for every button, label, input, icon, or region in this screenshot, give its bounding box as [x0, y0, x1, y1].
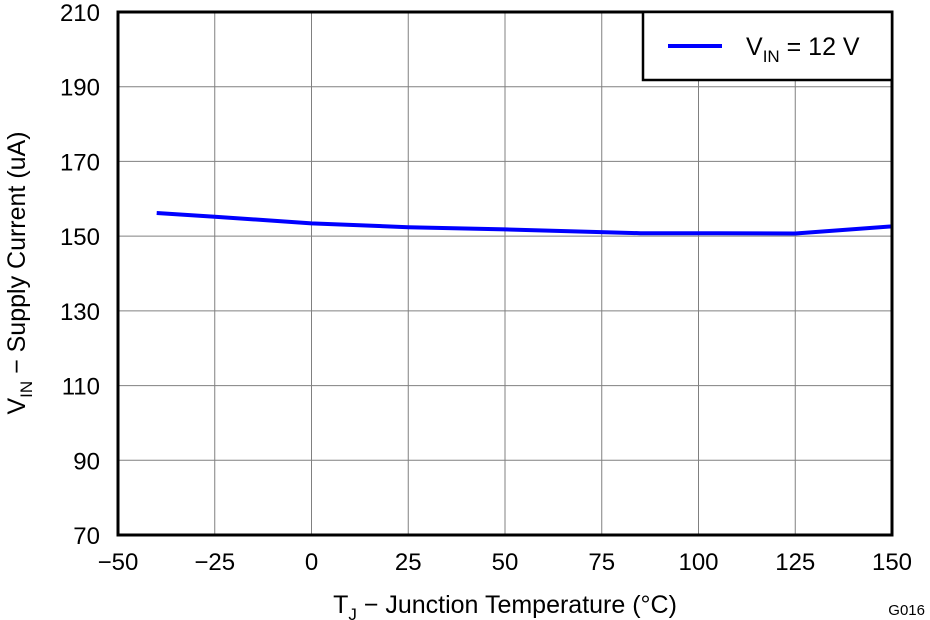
x-tick-label: 50 — [492, 549, 519, 576]
y-axis-label: VIN − Supply Current (uA) — [3, 131, 36, 414]
legend-label-rest: = 12 V — [780, 33, 860, 61]
x-tick-label: 125 — [775, 549, 815, 576]
x-tick-label: 100 — [678, 549, 718, 576]
series-layer — [156, 211, 893, 236]
x-tick-label: 150 — [872, 549, 912, 576]
x-tick-label: 0 — [305, 549, 318, 576]
series-line-1 — [156, 211, 893, 236]
y-tick-label: 190 — [60, 75, 100, 102]
y-axis-label-rest: − Supply Current (uA) — [3, 131, 31, 380]
x-axis-label-main: T — [333, 591, 348, 619]
grid-lines — [117, 11, 893, 536]
y-axis-label-subscript: IN — [17, 381, 36, 398]
y-tick-label: 210 — [60, 0, 100, 27]
x-tick-label: 25 — [395, 549, 422, 576]
x-axis-label-rest: − Junction Temperature (°C) — [357, 591, 677, 619]
x-axis-label: TJ − Junction Temperature (°C) — [333, 591, 677, 620]
y-tick-label: 130 — [60, 299, 100, 326]
y-tick-label: 90 — [73, 448, 100, 475]
y-tick-label: 70 — [73, 523, 100, 550]
y-axis-label-main: V — [3, 398, 31, 415]
x-tick-label: −50 — [98, 549, 139, 576]
legend: VIN = 12 V — [641, 10, 894, 82]
y-tick-labels: 70 90 110 130 150 170 190 210 — [60, 0, 100, 550]
legend-label-series-1: VIN = 12 V — [746, 33, 860, 66]
y-tick-label: 110 — [62, 374, 100, 401]
plot-frame — [116, 10, 894, 537]
x-tick-label: 75 — [588, 549, 615, 576]
x-tick-label: −25 — [194, 549, 235, 576]
x-axis-label-subscript: J — [348, 605, 357, 620]
y-tick-label: 170 — [60, 149, 100, 176]
legend-label-main: V — [746, 33, 763, 61]
legend-label-subscript: IN — [763, 47, 780, 66]
y-tick-label: 150 — [60, 224, 100, 251]
figure-code: G016 — [888, 602, 925, 619]
x-tick-labels: −50 −25 0 25 50 75 100 125 150 — [98, 549, 912, 576]
